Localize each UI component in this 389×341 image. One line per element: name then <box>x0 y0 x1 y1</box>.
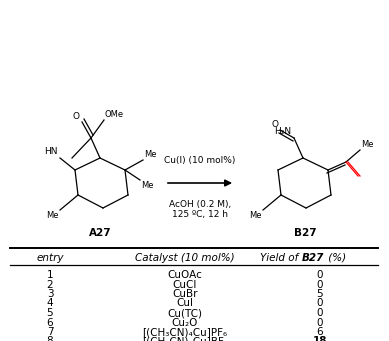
Text: Yield of: Yield of <box>261 253 302 263</box>
Text: OMe: OMe <box>105 110 124 119</box>
Text: 5: 5 <box>47 308 53 318</box>
Text: 5: 5 <box>317 289 323 299</box>
Text: 7: 7 <box>47 327 53 337</box>
Text: 18: 18 <box>313 337 327 341</box>
Text: CuBr: CuBr <box>172 289 198 299</box>
Text: 4: 4 <box>47 298 53 309</box>
Text: B27: B27 <box>302 253 324 263</box>
Text: Me: Me <box>249 211 262 220</box>
Text: entry: entry <box>36 253 64 263</box>
Text: Me: Me <box>361 140 373 149</box>
Text: Cu₂O: Cu₂O <box>172 317 198 327</box>
Text: 0: 0 <box>317 270 323 280</box>
Text: 0: 0 <box>317 298 323 309</box>
Text: A27: A27 <box>89 228 111 238</box>
Text: 6: 6 <box>317 327 323 337</box>
Text: 3: 3 <box>47 289 53 299</box>
Text: 2: 2 <box>47 280 53 290</box>
Text: HN: HN <box>44 147 58 156</box>
Text: H₂N: H₂N <box>274 127 291 136</box>
Text: O: O <box>73 112 80 121</box>
Text: 0: 0 <box>317 280 323 290</box>
Text: CuOAc: CuOAc <box>168 270 202 280</box>
Text: 6: 6 <box>47 317 53 327</box>
Text: [(CH₃CN)₄Cu]BF₄: [(CH₃CN)₄Cu]BF₄ <box>142 337 228 341</box>
Text: 0: 0 <box>317 317 323 327</box>
Text: (%): (%) <box>325 253 346 263</box>
Text: Catalyst (10 mol%): Catalyst (10 mol%) <box>135 253 235 263</box>
Text: CuCl: CuCl <box>173 280 197 290</box>
Text: Me: Me <box>144 150 156 159</box>
Text: Me: Me <box>47 211 59 220</box>
Text: Cu(TC): Cu(TC) <box>168 308 203 318</box>
Text: AcOH (0.2 M),
125 ºC, 12 h: AcOH (0.2 M), 125 ºC, 12 h <box>169 200 231 219</box>
Text: Me: Me <box>141 181 154 190</box>
Text: 8: 8 <box>47 337 53 341</box>
Text: O: O <box>272 120 279 129</box>
Text: CuI: CuI <box>177 298 193 309</box>
Text: 0: 0 <box>317 308 323 318</box>
Text: [(CH₃CN)₄Cu]PF₆: [(CH₃CN)₄Cu]PF₆ <box>142 327 228 337</box>
Text: 1: 1 <box>47 270 53 280</box>
Text: Cu(I) (10 mol%): Cu(I) (10 mol%) <box>164 156 236 165</box>
Text: B27: B27 <box>294 228 316 238</box>
